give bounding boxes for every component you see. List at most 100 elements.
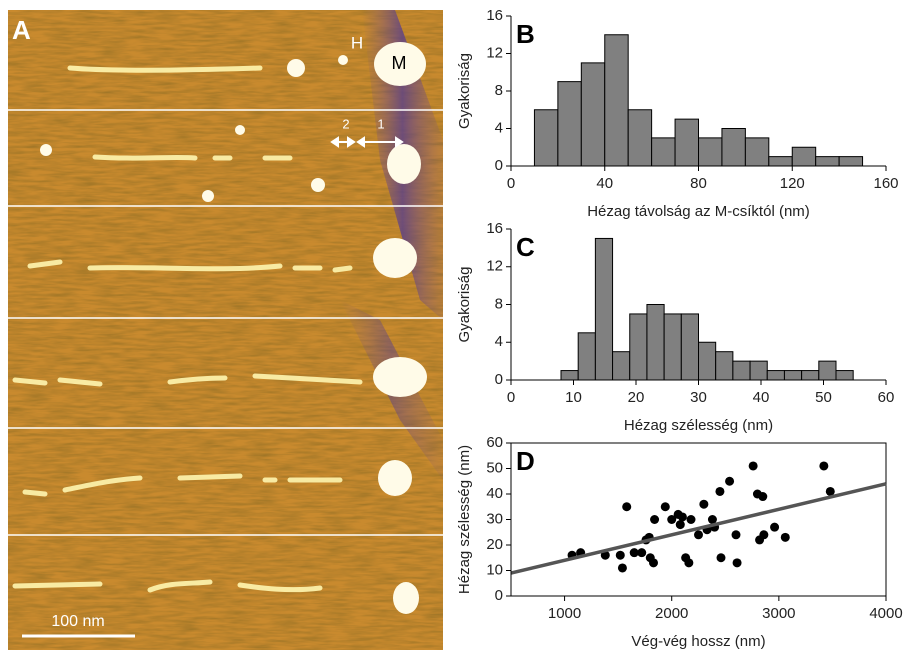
bar — [818, 360, 837, 381]
bar — [791, 146, 817, 167]
y-tick-label: 10 — [486, 561, 503, 578]
point — [675, 520, 685, 530]
x-tick-label: 40 — [753, 389, 770, 406]
x-tick-label: 30 — [690, 389, 707, 406]
x-tick-label: 40 — [596, 175, 613, 192]
y-axis-label: Gyakoriság — [456, 53, 473, 129]
bar — [629, 313, 648, 381]
bar — [594, 237, 614, 381]
annotation: 1 — [377, 116, 384, 131]
y-tick-label: 0 — [495, 587, 503, 604]
y-tick-label: 4 — [495, 333, 503, 350]
bar — [838, 156, 864, 167]
x-tick-label: 0 — [507, 175, 515, 192]
y-tick-label: 12 — [486, 258, 503, 275]
x-axis-label: Hézag távolság az M-csíktól (nm) — [587, 203, 810, 220]
bar — [721, 128, 746, 167]
y-tick-label: 30 — [486, 510, 503, 527]
y-tick-label: 40 — [486, 485, 503, 502]
point — [770, 522, 780, 532]
x-tick-label: 60 — [878, 389, 895, 406]
point — [637, 548, 647, 558]
x-axis-label: Vég-vég hossz (nm) — [631, 633, 765, 650]
panel-label: D — [516, 446, 535, 476]
x-tick-label: 2000 — [655, 605, 688, 622]
point — [650, 515, 660, 524]
point — [780, 532, 790, 542]
point — [622, 502, 632, 512]
y-axis-label: Hézag szélesség (nm) — [456, 445, 473, 594]
bar — [744, 137, 770, 167]
bar — [766, 370, 785, 381]
bar — [663, 313, 682, 381]
point — [629, 548, 639, 558]
bar — [732, 360, 751, 381]
plot-frame — [510, 442, 887, 597]
y-tick-label: 8 — [495, 82, 503, 99]
x-tick-label: 10 — [565, 389, 582, 406]
point — [660, 502, 670, 512]
x-tick-label: 20 — [628, 389, 645, 406]
point — [649, 558, 658, 568]
point — [759, 530, 769, 540]
x-tick-label: 3000 — [762, 605, 795, 622]
annotation: 2 — [342, 116, 349, 131]
point — [825, 486, 835, 496]
bar — [698, 137, 723, 167]
bar — [612, 351, 631, 381]
point — [819, 461, 829, 471]
y-tick-label: 0 — [495, 157, 503, 174]
bar — [560, 370, 579, 381]
bar — [768, 156, 793, 167]
point — [617, 563, 627, 573]
y-axis-label: Gyakoriság — [456, 267, 473, 343]
y-tick-label: 16 — [486, 220, 503, 237]
x-tick-label: 120 — [780, 175, 805, 192]
point — [716, 553, 726, 563]
point — [748, 461, 758, 471]
bar — [835, 370, 854, 381]
point — [758, 492, 768, 502]
y-tick-label: 50 — [486, 459, 503, 476]
point — [715, 486, 725, 496]
bar — [698, 341, 717, 381]
point — [707, 515, 717, 524]
point — [725, 476, 735, 486]
bar — [680, 313, 699, 381]
point — [731, 530, 741, 540]
point — [667, 515, 677, 524]
bar — [651, 137, 676, 167]
point — [684, 558, 694, 568]
y-tick-label: 8 — [495, 295, 503, 312]
scale-bar-label: 100 nm — [51, 613, 104, 630]
panel-label: A — [12, 15, 31, 45]
bar — [557, 81, 582, 167]
x-tick-label: 1000 — [548, 605, 581, 622]
afm-image: A H M 2 1 100 nm — [8, 10, 443, 650]
bar — [604, 34, 629, 167]
bar — [580, 62, 606, 167]
point — [699, 499, 709, 509]
point — [600, 550, 610, 560]
point — [732, 558, 742, 568]
y-tick-label: 12 — [486, 44, 503, 61]
bar — [646, 304, 665, 381]
annotation: H — [351, 33, 363, 52]
bar — [815, 156, 840, 167]
bar — [801, 370, 820, 381]
point — [686, 515, 696, 524]
x-tick-label: 4000 — [869, 605, 902, 622]
bar — [533, 109, 559, 167]
bar — [715, 351, 734, 381]
x-tick-label: 50 — [815, 389, 832, 406]
bar — [674, 118, 699, 167]
bar — [627, 109, 653, 167]
point — [615, 550, 625, 560]
y-tick-label: 0 — [495, 371, 503, 388]
y-tick-label: 20 — [486, 536, 503, 553]
y-tick-label: 60 — [486, 434, 503, 451]
fit-line — [510, 482, 887, 575]
bar — [783, 370, 803, 381]
panel-label: B — [516, 19, 535, 49]
panel-label: C — [516, 232, 535, 262]
